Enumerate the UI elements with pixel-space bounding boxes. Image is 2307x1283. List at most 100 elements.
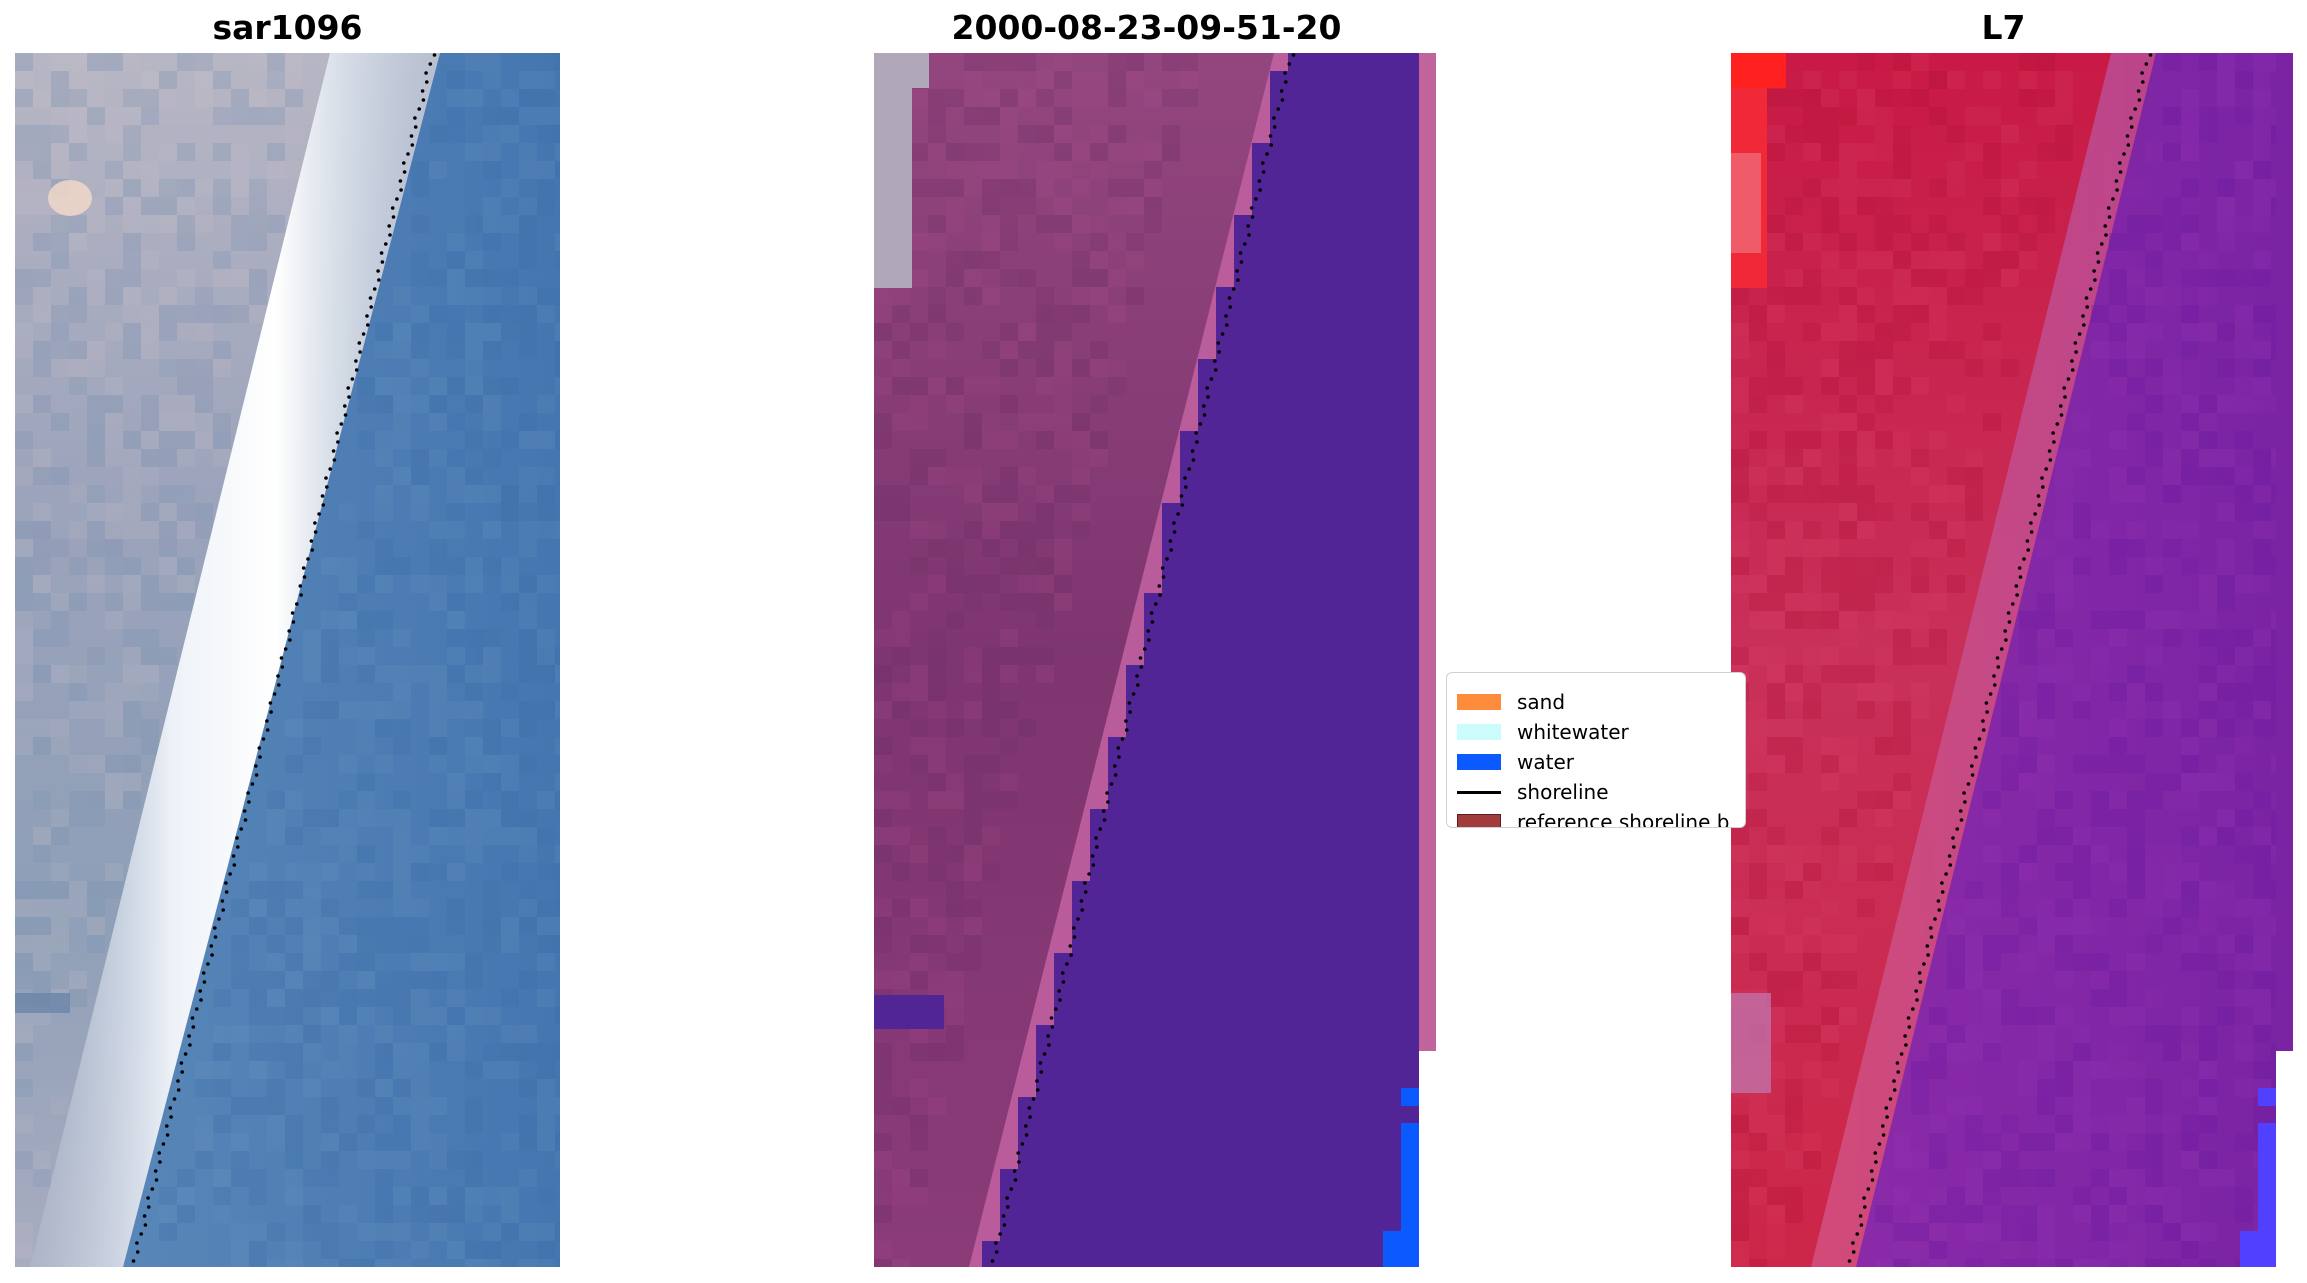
pixel-cell (2073, 827, 2091, 845)
pixel-cell (2253, 53, 2271, 71)
pixel-cell (285, 125, 303, 143)
pixel-cell (69, 755, 87, 773)
pixel-cell (375, 917, 393, 935)
pixel-cell (2145, 269, 2163, 287)
shoreline-dot (1859, 1223, 1864, 1227)
pixel-cell (159, 521, 177, 539)
pixel-cell (195, 1133, 213, 1151)
pixel-cell (141, 431, 159, 449)
pixel-cell (411, 1061, 429, 1079)
pixel-cell (2001, 863, 2019, 881)
pixel-cell (51, 611, 69, 629)
pixel-cell (1911, 1079, 1929, 1097)
shoreline-dot (428, 62, 433, 66)
pixel-cell (964, 647, 982, 665)
pixel-cell (1857, 341, 1875, 359)
pixel-cell (2055, 1061, 2073, 1079)
pixel-cell (2235, 1079, 2253, 1097)
pixel-cell (105, 197, 123, 215)
pixel-cell (501, 125, 519, 143)
pixel-cell (1983, 845, 2001, 863)
pixel-cell (1893, 287, 1911, 305)
pixel-cell (2253, 881, 2271, 899)
classified-water-pixel-3 (1383, 1231, 1419, 1267)
pixel-cell (2235, 485, 2253, 503)
pixel-cell (555, 125, 560, 143)
pixel-cell (964, 665, 982, 683)
pixel-cell (2055, 89, 2073, 107)
pixel-cell (195, 395, 213, 413)
pixel-cell (2145, 1079, 2163, 1097)
pixel-cell (1785, 881, 1803, 899)
shoreline-dot (2017, 566, 2022, 570)
pixel-cell (1893, 449, 1911, 467)
shoreline-dot (1002, 1223, 1007, 1227)
pixel-cell (303, 1169, 321, 1187)
shoreline-dot (1009, 1187, 1014, 1191)
pixel-cell (2073, 917, 2091, 935)
pixel-cell (555, 935, 560, 953)
pixel-cell (2181, 1151, 2199, 1169)
pixel-cell (2073, 1205, 2091, 1223)
pixel-cell (519, 413, 537, 431)
pixel-cell (357, 737, 375, 755)
pixel-cell (267, 1259, 285, 1267)
pixel-cell (1821, 143, 1839, 161)
pixel-cell (2037, 1133, 2055, 1151)
pixel-cell (15, 557, 33, 575)
pixel-cell (1767, 485, 1785, 503)
pixel-cell (249, 305, 267, 323)
pixel-cell (1929, 647, 1947, 665)
pixel-cell (51, 809, 69, 827)
shoreline-dot (365, 314, 369, 318)
pixel-cell (465, 1007, 483, 1025)
pixel-cell (2055, 143, 2073, 161)
pixel-cell (33, 503, 51, 521)
pixel-cell (1965, 269, 1983, 287)
pixel-cell (1162, 89, 1180, 107)
pixel-cell (928, 287, 946, 305)
shoreline-dot (168, 1106, 173, 1110)
pixel-cell (555, 1007, 560, 1025)
pixel-cell (910, 1043, 928, 1061)
shoreline-dot (272, 692, 277, 696)
pixel-cell (1983, 1007, 2001, 1025)
pixel-cell (159, 359, 177, 377)
pixel-cell (2091, 1133, 2109, 1151)
shoreline-dot (1929, 926, 1933, 930)
pixel-cell (2199, 683, 2217, 701)
shoreline-dot (1083, 881, 1087, 885)
pixel-cell (2145, 881, 2163, 899)
pixel-cell (1767, 971, 1785, 989)
pixel-cell (1018, 539, 1036, 557)
pixel-cell (1785, 1115, 1803, 1133)
pixel-cell (33, 629, 51, 647)
pixel-cell (2181, 107, 2199, 125)
pixel-cell (465, 791, 483, 809)
classified-shoreline-dots (990, 53, 1296, 1263)
pixel-cell (1839, 755, 1857, 773)
shoreline-dot (1131, 692, 1136, 696)
pixel-cell (892, 791, 910, 809)
pixel-cell (69, 521, 87, 539)
pixel-cell (982, 827, 1000, 845)
pixel-cell (2235, 161, 2253, 179)
pixel-cell (69, 989, 87, 1007)
pixel-cell (2163, 917, 2181, 935)
pixel-cell (177, 233, 195, 251)
pixel-cell (2145, 575, 2163, 593)
pixel-cell (1911, 305, 1929, 323)
pixel-cell (555, 143, 560, 161)
pixel-cell (1893, 773, 1911, 791)
pixel-cell (1785, 755, 1803, 773)
pixel-cell (15, 521, 33, 539)
pixel-cell (910, 1079, 928, 1097)
pixel-cell (2271, 521, 2276, 539)
pixel-cell (1857, 431, 1875, 449)
pixel-cell (1911, 557, 1929, 575)
pixel-cell (393, 1115, 411, 1133)
pixel-cell (303, 665, 321, 683)
pixel-cell (357, 917, 375, 935)
pixel-cell (321, 1169, 339, 1187)
shoreline-dot (379, 251, 384, 255)
